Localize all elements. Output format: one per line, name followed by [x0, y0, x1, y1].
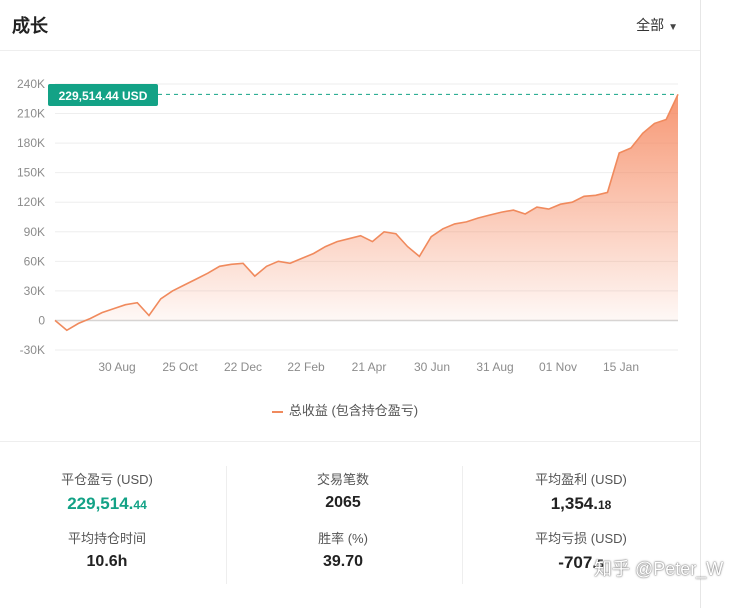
stat-closed-pnl: 平仓盈亏 (USD) 229,514.44 [32, 469, 182, 514]
stat-label: 交易笔数 [316, 472, 369, 487]
stat-value: -707.5 [558, 553, 604, 572]
stat-label: 平均亏损 (USD) [535, 531, 627, 546]
y-tick-label: 0 [38, 313, 45, 327]
max-value-tag-bg [48, 84, 158, 106]
series-line [54, 93, 679, 332]
stat-win-rate: 胜率 (%) 39.70 [268, 528, 418, 571]
series-area [55, 94, 678, 331]
stat-avg-loss: 平均亏损 (USD) -707.5 [506, 528, 656, 573]
stat-value: 10.6h [86, 553, 128, 570]
stat-avg-hold-time: 平均持仓时间 10.6h [32, 528, 182, 571]
y-tick-label: 150K [17, 166, 45, 180]
x-tick-label: 15 Jan [603, 360, 639, 374]
x-tick-label: 30 Aug [98, 360, 135, 374]
growth-header: 成长 全部 ▼ [0, 0, 700, 51]
column-divider [462, 466, 463, 584]
x-tick-label: 25 Oct [162, 360, 198, 374]
stat-label: 平均持仓时间 [67, 531, 146, 546]
max-value-tooltip: 229,514.44 USD [48, 84, 158, 106]
legend-label: 总收益 (包含持仓盈亏) [288, 403, 419, 418]
y-tick-label: 210K [17, 107, 45, 121]
right-panel-divider [700, 0, 701, 608]
growth-chart: 240K 210K 180K 150K 120K 90K 60K 30K 0 -30K 30 Au… [17, 77, 679, 374]
stat-avg-profit: 平均盈利 (USD) 1,354.18 [506, 469, 656, 514]
chart-legend[interactable]: 总收益 (包含持仓盈亏) [0, 400, 690, 419]
stat-label: 胜率 (%) [318, 531, 368, 546]
y-tick-label: 90K [24, 225, 45, 239]
x-tick-label: 21 Apr [352, 360, 387, 374]
y-tick-label: 240K [17, 77, 45, 91]
x-tick-label: 30 Jun [414, 360, 450, 374]
x-tick-label: 01 Nov [539, 360, 577, 374]
max-value-tag-label: 229,514.44 USD [59, 89, 148, 103]
stat-label: 平仓盈亏 (USD) [61, 472, 153, 487]
stat-trade-count: 交易笔数 2065 [268, 469, 418, 512]
legend-swatch [271, 410, 283, 413]
y-tick-label: 60K [24, 254, 45, 268]
stat-label: 平均盈利 (USD) [535, 472, 627, 487]
stat-value: 1,354.18 [550, 494, 612, 513]
stat-value: 39.70 [322, 553, 364, 570]
x-tick-label: 22 Dec [224, 360, 262, 374]
page-title: 成长 [12, 16, 48, 36]
stat-value: 229,514.44 [67, 494, 147, 513]
y-tick-label: -30K [20, 343, 45, 357]
caret-down-icon: ▼ [668, 22, 678, 33]
period-dropdown-label: 全部 [636, 17, 665, 33]
y-tick-label: 180K [17, 136, 45, 150]
period-dropdown[interactable]: 全部 ▼ [636, 15, 678, 35]
column-divider [226, 466, 227, 584]
watermark: 知乎 @Peter_W [594, 559, 724, 579]
x-tick-label: 22 Feb [287, 360, 325, 374]
x-tick-label: 31 Aug [476, 360, 513, 374]
y-tick-label: 120K [17, 195, 45, 209]
stats-separator [0, 441, 700, 442]
y-tick-label: 30K [24, 284, 45, 298]
stat-value: 2065 [325, 494, 361, 511]
